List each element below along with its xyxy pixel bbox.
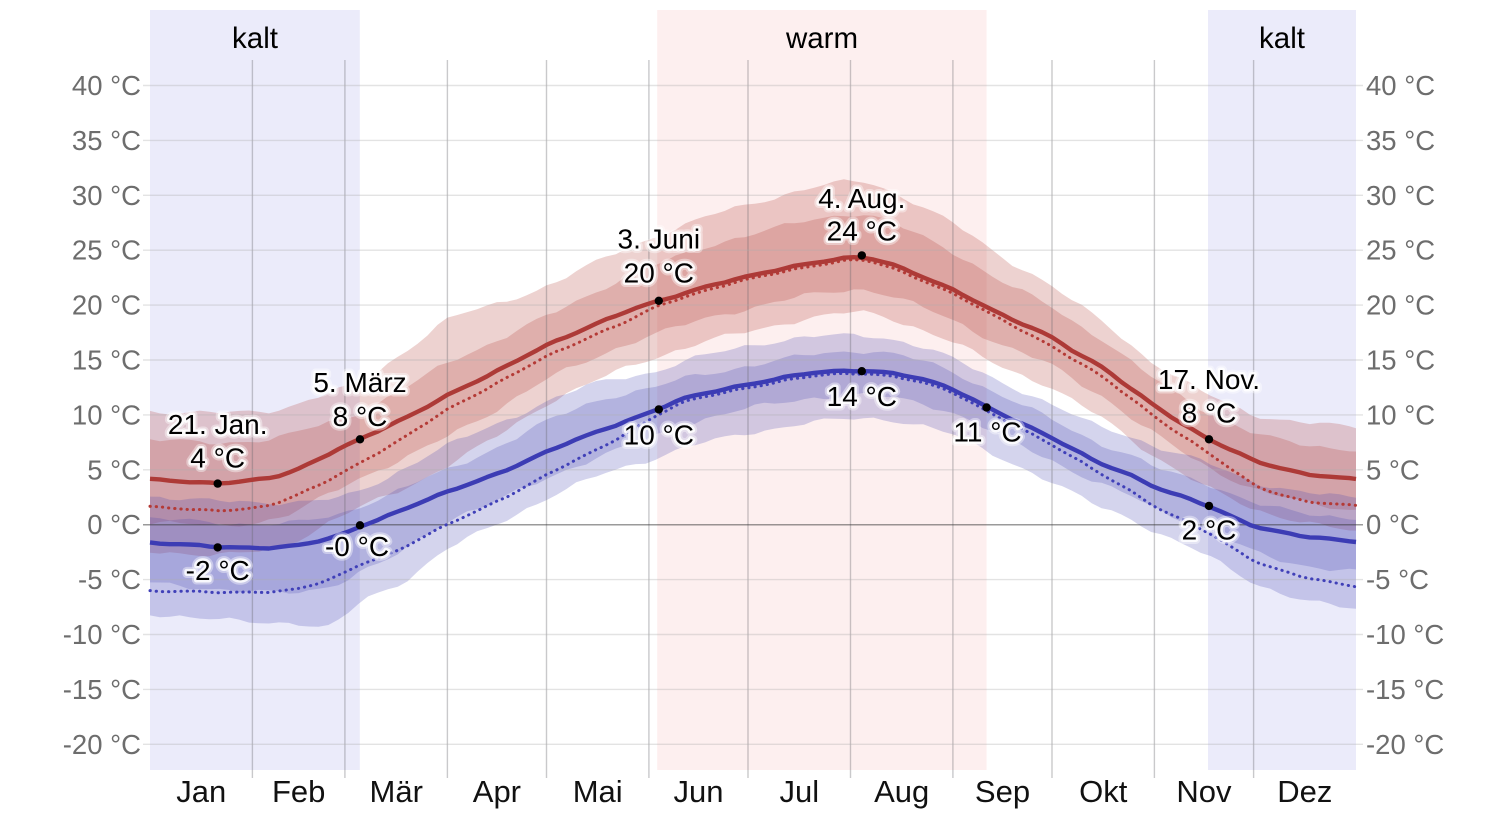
- svg-text:2 °C: 2 °C: [1182, 515, 1237, 546]
- svg-text:Mär: Mär: [370, 774, 423, 809]
- svg-text:11 °C: 11 °C: [953, 417, 1021, 448]
- svg-text:40 °C: 40 °C: [72, 70, 141, 101]
- svg-text:-2 °C: -2 °C: [186, 555, 250, 586]
- svg-text:40 °C: 40 °C: [1366, 70, 1435, 101]
- svg-text:0 °C: 0 °C: [87, 509, 141, 540]
- svg-text:3. Juni: 3. Juni: [618, 224, 701, 255]
- svg-text:5 °C: 5 °C: [87, 454, 141, 485]
- svg-text:Sep: Sep: [975, 774, 1030, 809]
- svg-text:4 °C: 4 °C: [190, 443, 245, 474]
- svg-text:-0 °C: -0 °C: [325, 531, 389, 562]
- svg-text:Jan: Jan: [176, 774, 226, 809]
- svg-text:17. Nov.: 17. Nov.: [1158, 364, 1260, 395]
- svg-text:11 °C: 11 °C: [953, 417, 1021, 448]
- svg-text:2 °C: 2 °C: [1182, 515, 1237, 546]
- svg-text:35 °C: 35 °C: [1366, 125, 1435, 156]
- svg-text:Dez: Dez: [1277, 774, 1332, 809]
- svg-text:4. Aug.: 4. Aug.: [818, 183, 905, 214]
- svg-text:4 °C: 4 °C: [190, 443, 245, 474]
- svg-text:8 °C: 8 °C: [1182, 398, 1237, 429]
- svg-text:0 °C: 0 °C: [1366, 509, 1420, 540]
- svg-text:20 °C: 20 °C: [624, 258, 694, 289]
- svg-text:20 °C: 20 °C: [1366, 290, 1435, 321]
- svg-text:24 °C: 24 °C: [827, 216, 897, 247]
- svg-text:14 °C: 14 °C: [827, 381, 897, 412]
- svg-text:4 °C: 4 °C: [190, 443, 245, 474]
- svg-text:2 °C: 2 °C: [1182, 515, 1237, 546]
- svg-text:8 °C: 8 °C: [1182, 398, 1237, 429]
- svg-text:-2 °C: -2 °C: [186, 555, 250, 586]
- svg-text:8 °C: 8 °C: [1182, 398, 1237, 429]
- svg-text:10 °C: 10 °C: [1366, 399, 1435, 430]
- svg-text:5. März: 5. März: [313, 367, 406, 398]
- svg-text:14 °C: 14 °C: [827, 381, 897, 412]
- svg-text:3. Juni: 3. Juni: [618, 224, 701, 255]
- svg-text:-2 °C: -2 °C: [186, 555, 250, 586]
- svg-text:15 °C: 15 °C: [72, 345, 141, 376]
- svg-text:-5 °C: -5 °C: [1366, 564, 1429, 595]
- svg-text:8 °C: 8 °C: [333, 401, 388, 432]
- svg-text:10 °C: 10 °C: [624, 419, 694, 450]
- svg-text:-0 °C: -0 °C: [325, 531, 389, 562]
- svg-text:Jul: Jul: [779, 774, 819, 809]
- svg-text:-20 °C: -20 °C: [1366, 729, 1444, 760]
- svg-text:30 °C: 30 °C: [72, 180, 141, 211]
- svg-text:11 °C: 11 °C: [953, 417, 1021, 448]
- svg-text:warm: warm: [785, 22, 858, 55]
- svg-text:5. März: 5. März: [313, 367, 406, 398]
- svg-text:-15 °C: -15 °C: [63, 674, 141, 705]
- svg-text:20 °C: 20 °C: [72, 290, 141, 321]
- svg-text:Nov: Nov: [1176, 774, 1232, 809]
- svg-text:20 °C: 20 °C: [624, 258, 694, 289]
- svg-text:kalt: kalt: [1259, 22, 1305, 55]
- svg-text:8 °C: 8 °C: [333, 401, 388, 432]
- svg-text:8 °C: 8 °C: [333, 401, 388, 432]
- svg-text:kalt: kalt: [232, 22, 278, 55]
- svg-text:-20 °C: -20 °C: [63, 729, 141, 760]
- svg-text:17. Nov.: 17. Nov.: [1158, 364, 1260, 395]
- svg-text:5 °C: 5 °C: [1366, 454, 1420, 485]
- svg-text:21. Jan.: 21. Jan.: [168, 409, 268, 440]
- svg-text:24 °C: 24 °C: [827, 216, 897, 247]
- svg-text:4. Aug.: 4. Aug.: [818, 183, 905, 214]
- svg-text:Jun: Jun: [674, 774, 724, 809]
- svg-text:10 °C: 10 °C: [624, 419, 694, 450]
- svg-text:21. Jan.: 21. Jan.: [168, 409, 268, 440]
- svg-text:5. März: 5. März: [313, 367, 406, 398]
- svg-text:15 °C: 15 °C: [1366, 345, 1435, 376]
- svg-text:25 °C: 25 °C: [1366, 235, 1435, 266]
- svg-text:10 °C: 10 °C: [624, 419, 694, 450]
- svg-text:10 °C: 10 °C: [72, 399, 141, 430]
- svg-text:4. Aug.: 4. Aug.: [818, 183, 905, 214]
- svg-text:3. Juni: 3. Juni: [618, 224, 701, 255]
- svg-text:Okt: Okt: [1079, 774, 1128, 809]
- svg-text:Apr: Apr: [473, 774, 521, 809]
- svg-text:24 °C: 24 °C: [827, 216, 897, 247]
- svg-text:30 °C: 30 °C: [1366, 180, 1435, 211]
- svg-text:Feb: Feb: [272, 774, 325, 809]
- svg-text:-5 °C: -5 °C: [78, 564, 141, 595]
- svg-text:-0 °C: -0 °C: [325, 531, 389, 562]
- svg-text:-10 °C: -10 °C: [1366, 619, 1444, 650]
- svg-text:35 °C: 35 °C: [72, 125, 141, 156]
- svg-text:14 °C: 14 °C: [827, 381, 897, 412]
- svg-text:20 °C: 20 °C: [624, 258, 694, 289]
- svg-text:Mai: Mai: [573, 774, 623, 809]
- svg-text:-10 °C: -10 °C: [63, 619, 141, 650]
- svg-text:-15 °C: -15 °C: [1366, 674, 1444, 705]
- svg-text:17. Nov.: 17. Nov.: [1158, 364, 1260, 395]
- svg-text:21. Jan.: 21. Jan.: [168, 409, 268, 440]
- svg-text:Aug: Aug: [874, 774, 929, 809]
- svg-text:25 °C: 25 °C: [72, 235, 141, 266]
